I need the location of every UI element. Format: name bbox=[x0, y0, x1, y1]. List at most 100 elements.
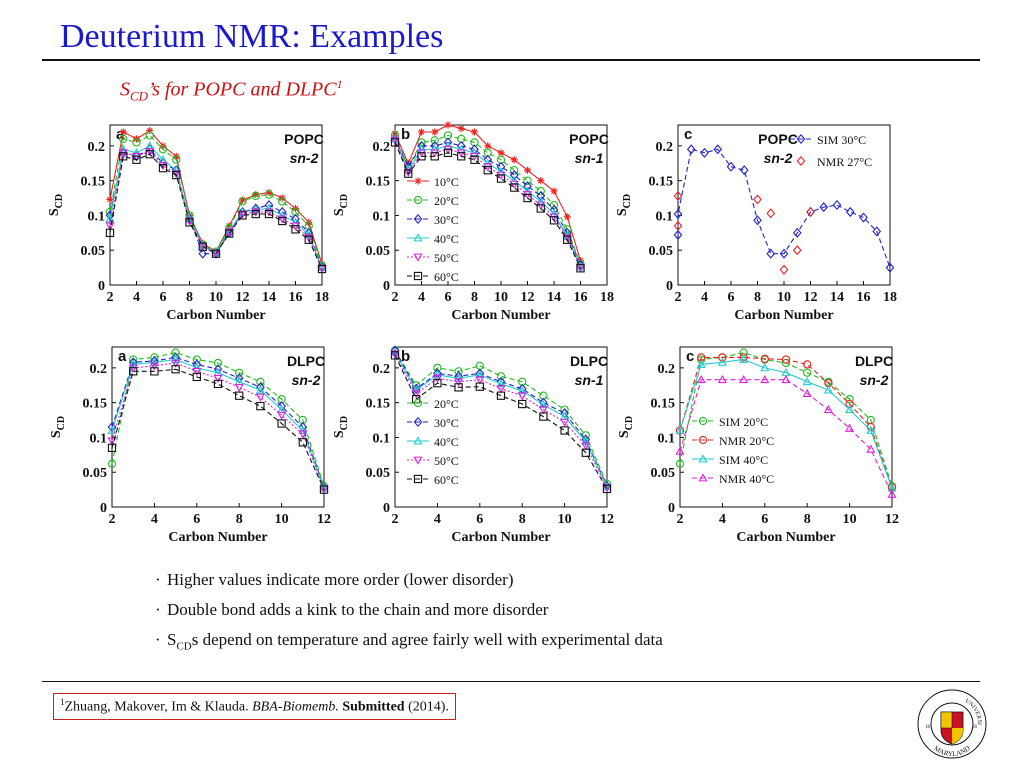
data-point bbox=[739, 165, 749, 176]
y-tick-label: 0 bbox=[383, 279, 390, 294]
data-point bbox=[128, 357, 138, 368]
university-seal-logo: UNIVERSITY OF MARYLAND 18 56 bbox=[916, 688, 987, 759]
data-point bbox=[171, 354, 181, 363]
panel-letter: c bbox=[686, 348, 694, 365]
y-tick-label: 0.2 bbox=[656, 140, 674, 155]
data-point bbox=[549, 200, 559, 210]
data-point bbox=[454, 383, 463, 392]
data-point bbox=[806, 206, 815, 218]
legend-entry: 50°C bbox=[407, 454, 459, 468]
legend-label: 20°C bbox=[434, 397, 459, 411]
data-point bbox=[192, 372, 201, 382]
data-point bbox=[673, 220, 683, 231]
legend-entry: 50°C bbox=[407, 251, 459, 265]
title-divider bbox=[42, 59, 980, 61]
legend-label: 20°C bbox=[434, 194, 459, 208]
legend-label: 40°C bbox=[434, 232, 459, 246]
legend-label: NMR 20°C bbox=[719, 434, 774, 448]
series-line bbox=[394, 352, 608, 488]
series-line bbox=[111, 358, 325, 489]
data-point bbox=[433, 379, 442, 388]
legend-marker bbox=[796, 155, 806, 167]
series-group bbox=[390, 351, 612, 494]
series-group bbox=[673, 144, 895, 273]
legend-marker bbox=[413, 456, 423, 465]
legend-entry: 60°C bbox=[407, 270, 459, 284]
legend-marker bbox=[698, 454, 708, 463]
y-axis-label-main: S bbox=[615, 208, 630, 216]
data-point bbox=[107, 437, 117, 446]
data-point bbox=[198, 240, 208, 249]
data-point bbox=[264, 209, 274, 219]
x-tick-label: 8 bbox=[519, 512, 526, 527]
data-point bbox=[575, 262, 586, 271]
data-point bbox=[581, 442, 591, 451]
series-line bbox=[111, 352, 325, 487]
y-tick-label: 0.05 bbox=[651, 466, 676, 481]
data-point bbox=[225, 229, 234, 238]
x-tick-label: 4 bbox=[434, 512, 441, 527]
data-point bbox=[523, 193, 532, 203]
data-point bbox=[255, 393, 265, 402]
x-tick-label: 6 bbox=[193, 512, 200, 527]
y-tick-label: 0.05 bbox=[366, 466, 391, 481]
chart-dlpc-sn2-a: 0 0.05 0.1 0.15 0.2 2 4 6 8 10 12 Carbon Number SCD a… bbox=[49, 346, 331, 545]
series-line bbox=[111, 368, 325, 490]
citation-status: Submitted bbox=[342, 699, 405, 715]
y-tick-label: 0.1 bbox=[373, 431, 391, 446]
x-tick-label: 16 bbox=[574, 290, 588, 305]
y-tick-label: 0.2 bbox=[88, 140, 106, 155]
slide-title: Deuterium NMR: Examples bbox=[60, 18, 444, 55]
data-point bbox=[700, 147, 709, 158]
data-point bbox=[277, 210, 287, 219]
data-point bbox=[251, 191, 260, 201]
data-point bbox=[264, 208, 274, 217]
x-tick-label: 18 bbox=[600, 290, 614, 305]
x-tick-label: 2 bbox=[392, 512, 399, 527]
x-tick-label: 14 bbox=[830, 290, 844, 305]
y-tick-label: 0 bbox=[100, 501, 107, 516]
data-point bbox=[238, 197, 247, 206]
x-axis-label: Carbon Number bbox=[451, 308, 550, 323]
legend-entry: 20°C bbox=[407, 397, 459, 411]
data-point bbox=[132, 138, 141, 147]
data-point bbox=[602, 484, 612, 494]
x-tick-label: 12 bbox=[804, 290, 818, 305]
data-point bbox=[760, 374, 770, 384]
data-point bbox=[845, 399, 854, 409]
data-point bbox=[832, 199, 842, 211]
x-tick-label: 16 bbox=[857, 290, 871, 305]
series-line bbox=[394, 350, 608, 485]
data-point bbox=[185, 218, 194, 227]
y-axis-label-sub: CD bbox=[339, 416, 350, 430]
data-point bbox=[581, 436, 591, 446]
series-line bbox=[394, 353, 608, 488]
series-group bbox=[107, 348, 329, 491]
x-tick-label: 8 bbox=[471, 290, 478, 305]
data-point bbox=[563, 213, 571, 221]
chart-dlpc-sn1-b: 0 0.05 0.1 0.15 0.2 2 4 6 8 10 12 Carbon Number SCD b… bbox=[332, 345, 614, 545]
data-point bbox=[278, 197, 287, 206]
legend-marker bbox=[413, 474, 423, 484]
y-tick-label: 0.15 bbox=[366, 175, 391, 190]
data-point bbox=[718, 353, 727, 362]
chart-dlpc-sn2-c: 0 0.05 0.1 0.15 0.2 2 4 6 8 10 12 Carbon Number SCD c… bbox=[617, 346, 899, 545]
x-tick-label: 8 bbox=[236, 512, 243, 527]
legend-marker bbox=[796, 133, 806, 145]
data-point bbox=[184, 217, 195, 226]
series-group bbox=[390, 131, 585, 269]
data-point bbox=[256, 382, 265, 393]
data-point bbox=[277, 419, 286, 428]
data-point bbox=[696, 374, 706, 384]
data-point bbox=[171, 352, 180, 363]
data-point bbox=[845, 423, 855, 432]
seal-year-right: 56 bbox=[972, 725, 978, 730]
x-tick-label: 12 bbox=[236, 290, 250, 305]
data-point bbox=[713, 144, 723, 155]
data-point bbox=[256, 377, 265, 386]
data-point bbox=[739, 354, 749, 363]
data-point bbox=[496, 385, 506, 394]
x-tick-label: 18 bbox=[883, 290, 897, 305]
data-point bbox=[781, 355, 791, 364]
data-point bbox=[779, 248, 789, 259]
